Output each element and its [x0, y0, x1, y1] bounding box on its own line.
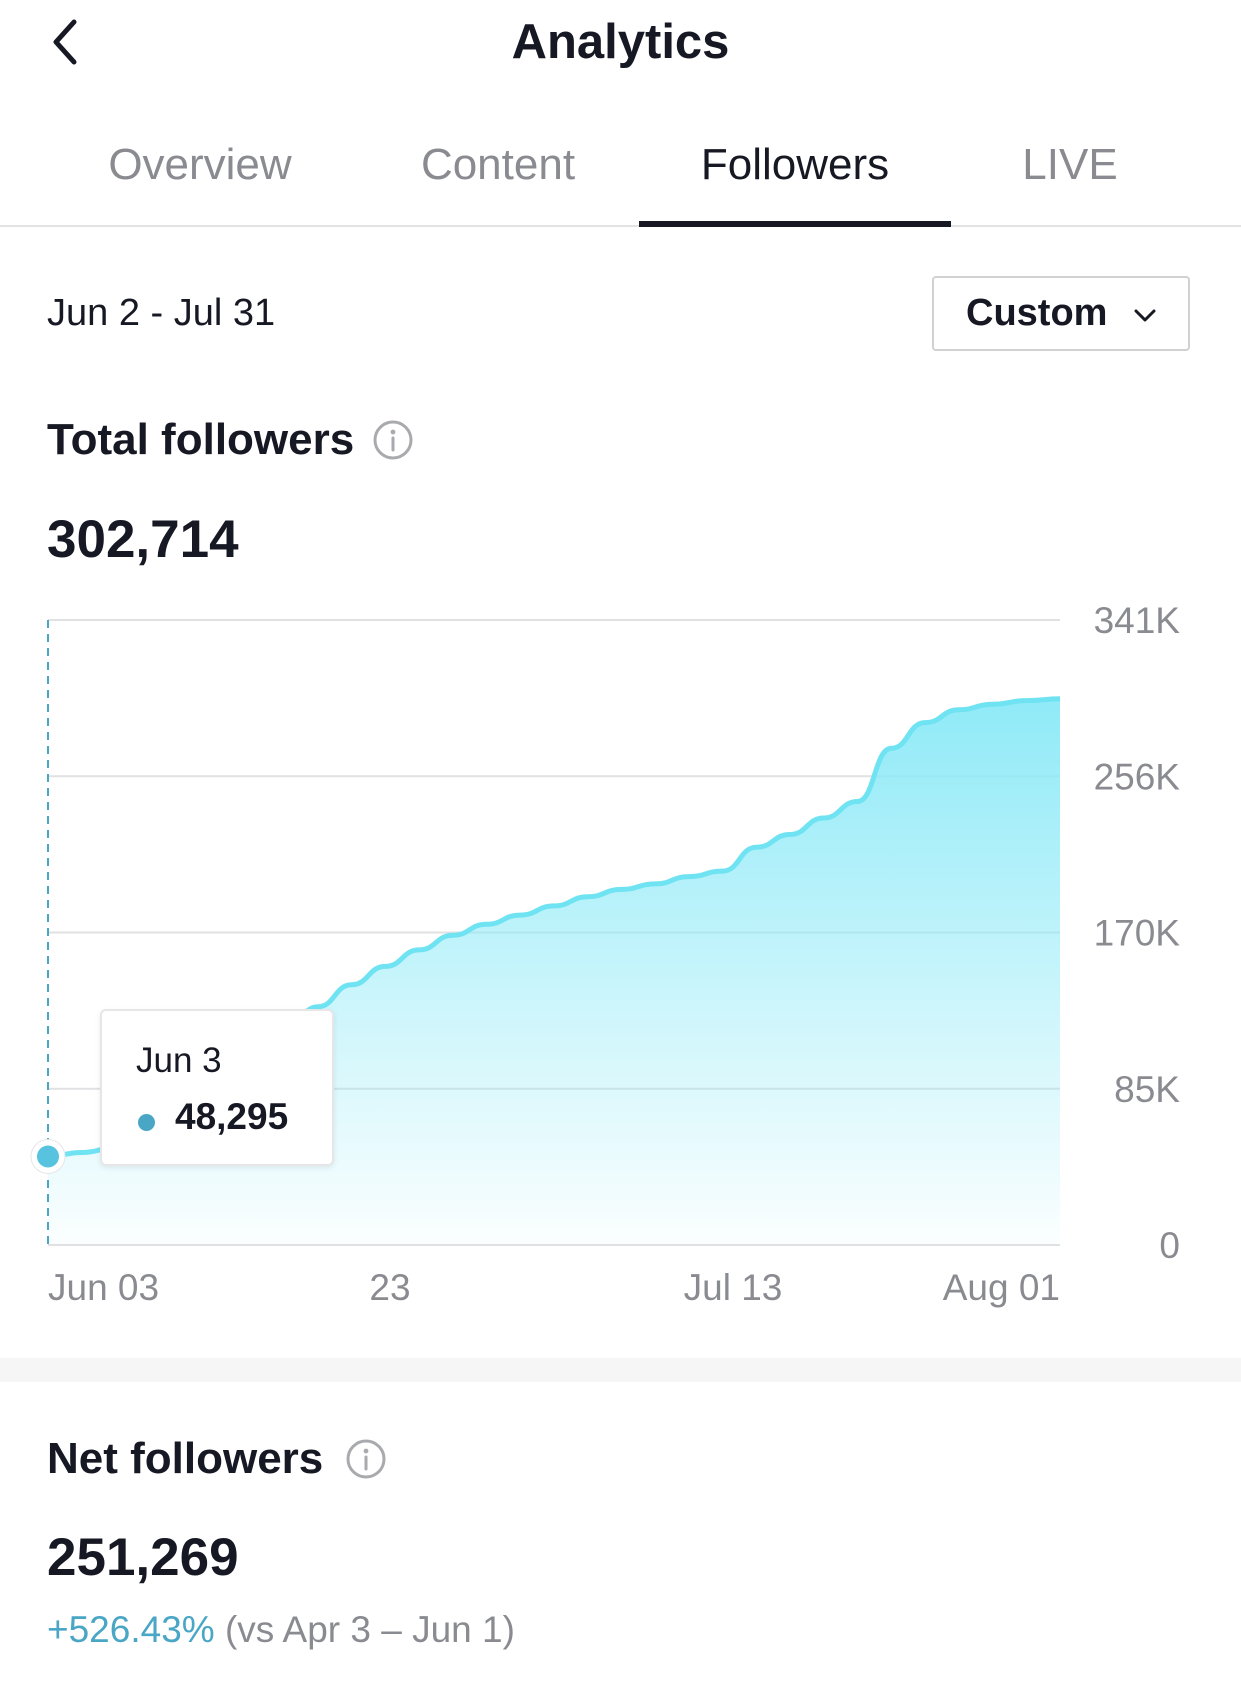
net-followers-change: +526.43% (vs Apr 3 – Jun 1)	[47, 1608, 515, 1652]
info-icon[interactable]	[372, 419, 414, 461]
dropdown-label: Custom	[966, 292, 1108, 334]
tab-overview[interactable]: Overview	[108, 140, 292, 189]
followers-area-chart[interactable]: 341K 256K 170K 85K 0 Jun 03 23 Jul 13 Aug 01	[0, 600, 1241, 1320]
y-tick-label: 0	[1159, 1225, 1180, 1266]
selected-point[interactable]	[37, 1145, 59, 1168]
total-followers-value: 302,714	[47, 510, 239, 569]
tab-live[interactable]: LIVE	[1022, 140, 1118, 189]
back-button[interactable]	[40, 14, 96, 70]
net-followers-title: Net followers	[47, 1434, 324, 1483]
x-tick-label: Aug 01	[943, 1267, 1060, 1308]
y-tick-label: 170K	[1094, 913, 1181, 954]
page-title: Analytics	[511, 15, 730, 69]
tooltip-date: Jun 3	[136, 1041, 222, 1080]
net-followers-value: 251,269	[47, 1528, 239, 1587]
chart-tooltip: Jun 3 48,295	[100, 1009, 334, 1166]
tooltip-value: 48,295	[175, 1096, 289, 1137]
x-tick-label: Jul 13	[684, 1267, 783, 1308]
chevron-down-icon	[1134, 309, 1156, 322]
date-range: Jun 2 - Jul 31	[47, 292, 276, 334]
info-icon[interactable]	[345, 1438, 387, 1480]
y-tick-label: 85K	[1114, 1069, 1180, 1110]
x-tick-label: 23	[369, 1267, 410, 1308]
tabs-divider	[0, 225, 1241, 227]
tab-followers[interactable]: Followers	[700, 140, 890, 189]
section-separator	[0, 1358, 1241, 1382]
y-tick-label: 256K	[1094, 756, 1181, 797]
change-comparison: (vs Apr 3 – Jun 1)	[224, 1609, 515, 1650]
tab-content[interactable]: Content	[420, 140, 576, 189]
change-percent: +526.43%	[47, 1609, 215, 1650]
date-range-dropdown[interactable]: Custom	[932, 276, 1190, 351]
total-followers-title: Total followers	[47, 415, 355, 464]
chevron-left-icon	[53, 19, 77, 65]
series-dot	[138, 1114, 155, 1131]
active-tab-indicator	[639, 221, 951, 227]
x-tick-label: Jun 03	[48, 1267, 159, 1308]
y-tick-label: 341K	[1094, 600, 1181, 641]
